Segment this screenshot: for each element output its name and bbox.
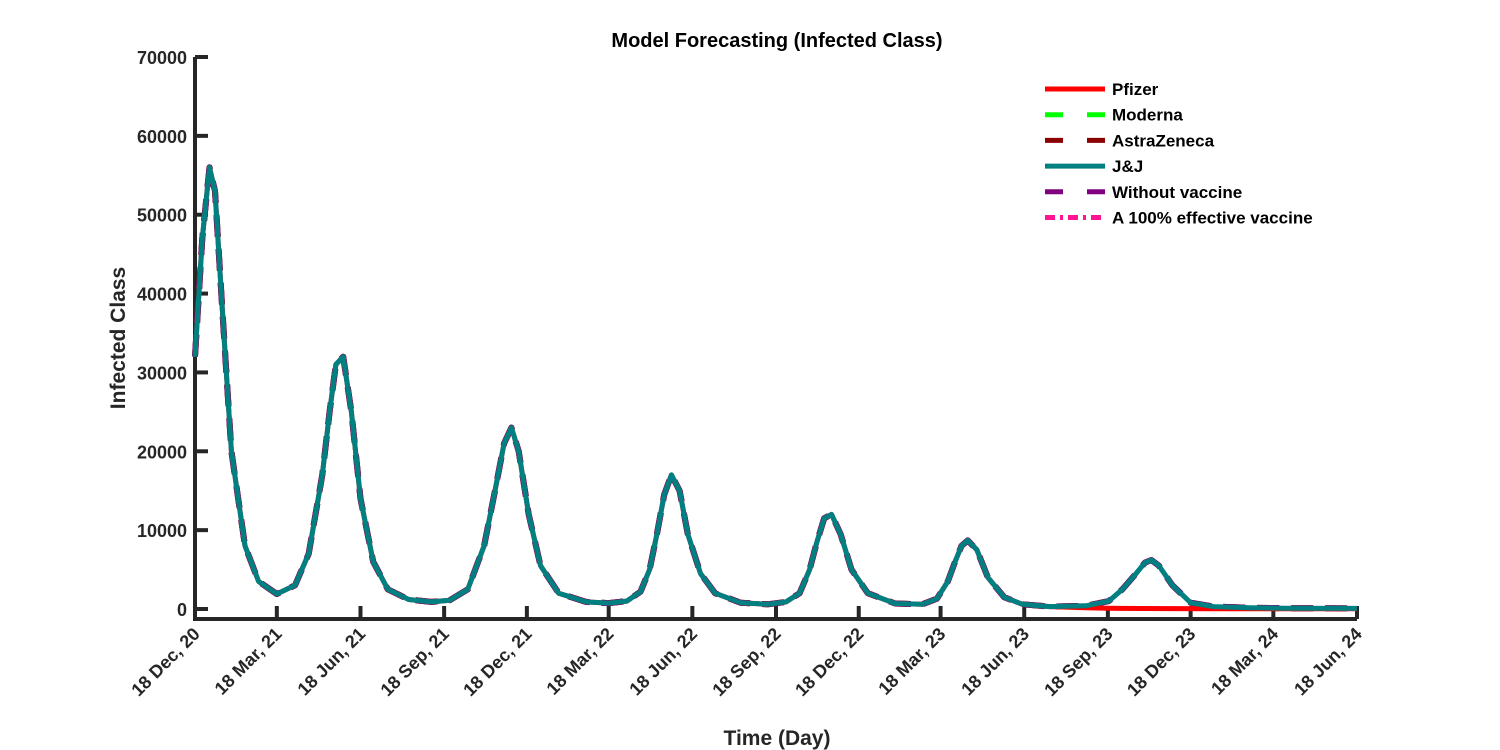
- x-tick-label: 18 Sep, 22: [708, 624, 784, 700]
- y-axis: 0 10000 20000 30000 40000 50000 60000 70000: [137, 48, 208, 620]
- y-tick-label: 30000: [137, 363, 187, 383]
- x-tick-label: 18 Mar, 24: [1207, 624, 1282, 699]
- legend-label: AstraZeneca: [1112, 131, 1215, 150]
- x-tick-label: 18 Dec, 20: [127, 624, 203, 700]
- legend-label: Pfizer: [1112, 80, 1159, 99]
- legend-item: Without vaccine: [1045, 183, 1242, 202]
- x-tick-label: 18 Dec, 23: [1123, 624, 1199, 700]
- chart-title: Model Forecasting (Infected Class): [611, 30, 942, 52]
- x-tick-label: 18 Dec, 22: [791, 624, 867, 700]
- series-lines: [192, 164, 1358, 612]
- y-tick-label: 70000: [137, 48, 187, 68]
- x-tick-label: 18 Jun, 21: [294, 624, 370, 700]
- legend-label: Without vaccine: [1112, 183, 1242, 202]
- x-tick-label: 18 Sep, 21: [377, 624, 453, 700]
- y-tick-label: 10000: [137, 521, 187, 541]
- x-tick-label: 18 Jun, 23: [957, 624, 1033, 700]
- x-axis-title: Time (Day): [724, 727, 831, 750]
- x-axis: 18 Dec, 20 18 Mar, 21 18 Jun, 21 18 Sep, 21…: [127, 606, 1366, 700]
- legend-label: Moderna: [1112, 106, 1183, 125]
- series-line-j-j: [192, 164, 1358, 611]
- y-tick-label: 50000: [137, 206, 187, 226]
- x-tick-label: 18 Jun, 24: [1290, 624, 1366, 700]
- legend-label: J&J: [1112, 157, 1143, 176]
- x-tick-label: 18 Sep, 23: [1040, 624, 1116, 700]
- x-tick-label: 18 Mar, 22: [543, 624, 618, 699]
- legend-label: A 100% effective vaccine: [1112, 209, 1313, 228]
- y-tick-label: 20000: [137, 442, 187, 462]
- legend: Pfizer Moderna AstraZeneca J&J Without vacci…: [1045, 80, 1313, 228]
- legend-item: AstraZeneca: [1045, 131, 1215, 150]
- x-tick-label: 18 Mar, 23: [874, 624, 949, 699]
- legend-item: J&J: [1045, 157, 1143, 176]
- x-tick-label: 18 Jun, 22: [625, 624, 701, 700]
- x-tick-label: 18 Dec, 21: [459, 624, 535, 700]
- x-tick-label: 18 Mar, 21: [211, 624, 286, 699]
- y-axis-title: Infected Class: [107, 267, 130, 409]
- y-tick-label: 60000: [137, 127, 187, 147]
- legend-item: Pfizer: [1045, 80, 1159, 99]
- legend-item: A 100% effective vaccine: [1045, 209, 1313, 228]
- legend-item: Moderna: [1045, 106, 1183, 125]
- y-tick-label: 40000: [137, 285, 187, 305]
- y-tick-label: 0: [177, 600, 187, 620]
